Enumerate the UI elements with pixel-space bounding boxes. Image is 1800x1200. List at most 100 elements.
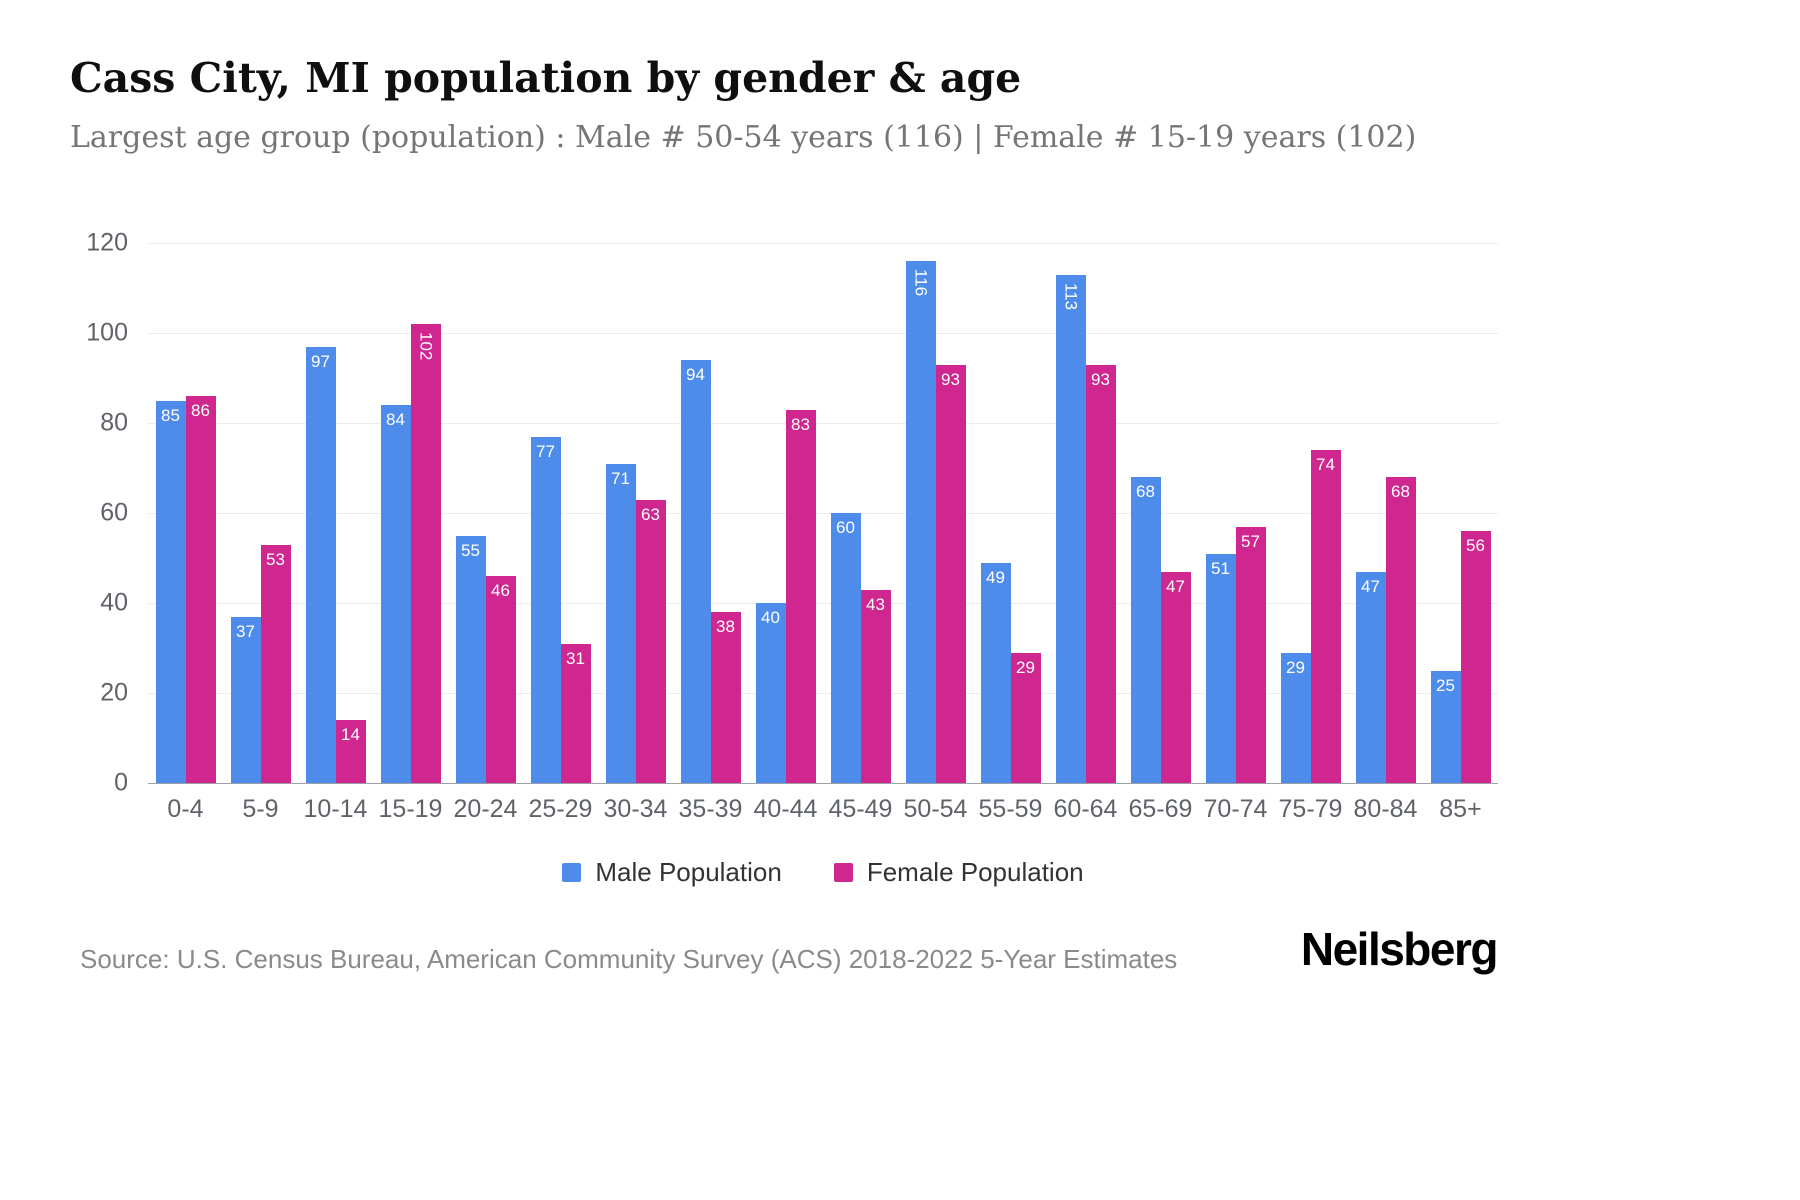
x-tick-label: 10-14 [303,795,368,823]
x-tick-label: 30-34 [603,795,668,823]
bar-female-population-55-59[interactable]: 29 [1010,652,1041,783]
bar-female-population-60-64[interactable]: 93 [1085,364,1116,783]
x-tick-label: 55-59 [978,795,1043,823]
bar-group-20-24: 55 46 [448,243,523,783]
bar-female-population-35-39[interactable]: 38 [710,612,741,783]
bar-male-population-60-64[interactable]: 113 [1055,274,1086,783]
chart-title: Cass City, MI population by gender & age [70,54,1022,102]
bar-group-5-9: 37 53 [223,243,298,783]
bar-value-label: 84 [386,410,405,429]
bar-value-label: 77 [536,441,555,461]
bar-value-label: 116 [911,269,931,297]
chart-subtitle: Largest age group (population) : Male # … [70,120,1417,155]
y-tick-label: 80 [100,408,128,437]
legend-item-female-population[interactable]: Female Population [833,857,1084,888]
bar-female-population-5-9[interactable]: 53 [260,544,291,783]
bar-female-population-10-14[interactable]: 14 [335,720,366,783]
bar-male-population-5-9[interactable]: 37 [230,616,261,783]
bar-male-population-40-44[interactable]: 40 [755,603,786,783]
legend-item-male-population[interactable]: Male Population [562,857,782,888]
x-axis-baseline [148,783,1498,784]
bar-male-population-75-79[interactable]: 29 [1280,652,1311,783]
bar-value-label: 83 [791,414,810,434]
bar-group-70-74: 51 57 [1198,243,1273,783]
bar-value-label: 29 [1286,657,1305,677]
bar-male-population-80-84[interactable]: 47 [1355,571,1386,783]
legend-swatch [562,863,582,882]
bar-male-population-20-24[interactable]: 55 [455,535,486,783]
bar-value-label: 85 [161,405,180,425]
bar-value-label: 86 [191,401,210,420]
bar-female-population-20-24[interactable]: 46 [485,576,516,783]
bar-male-population-65-69[interactable]: 68 [1130,477,1161,783]
bar-male-population-70-74[interactable]: 51 [1205,553,1236,783]
bar-value-label: 53 [266,549,285,569]
bar-value-label: 68 [1136,482,1155,501]
bar-value-label: 57 [1241,531,1260,551]
y-axis: 0 20 40 60 80 100 120 [60,229,136,797]
bar-male-population-35-39[interactable]: 94 [680,360,711,783]
bar-male-population-30-34[interactable]: 71 [605,463,636,783]
y-tick-label: 40 [100,588,128,617]
x-tick-label: 85+ [1439,795,1482,823]
gridline [148,243,1498,244]
bar-female-population-15-19[interactable]: 102 [410,324,441,783]
bar-group-85+: 25 56 [1423,243,1498,783]
bar-group-65-69: 68 47 [1123,243,1198,783]
bar-male-population-55-59[interactable]: 49 [980,562,1011,783]
bar-value-label: 51 [1211,558,1230,578]
legend-label: Male Population [595,857,782,887]
y-tick-label: 0 [114,768,128,797]
bar-male-population-45-49[interactable]: 60 [830,513,861,783]
bar-female-population-50-54[interactable]: 93 [935,364,966,783]
x-tick-label: 35-39 [678,795,743,823]
bar-value-label: 93 [1091,369,1110,389]
bar-value-label: 102 [416,332,436,361]
x-tick-label: 20-24 [453,795,518,823]
x-tick-label: 0-4 [167,795,204,823]
bar-female-population-45-49[interactable]: 43 [860,589,891,783]
bar-value-label: 40 [761,608,780,627]
legend-label: Female Population [866,857,1084,887]
bar-female-population-70-74[interactable]: 57 [1235,526,1266,783]
bar-group-15-19: 84 102 [373,243,448,783]
bar-value-label: 71 [611,468,630,488]
bar-female-population-40-44[interactable]: 83 [785,409,816,783]
x-tick-label: 80-84 [1353,795,1418,823]
bar-female-population-30-34[interactable]: 63 [635,499,666,783]
bar-female-population-80-84[interactable]: 68 [1385,477,1416,783]
bar-value-label: 46 [491,581,510,600]
bar-value-label: 31 [566,648,585,668]
x-tick-label: 50-54 [903,795,968,823]
bar-value-label: 74 [1316,455,1335,474]
bar-value-label: 29 [1016,657,1035,677]
bar-male-population-25-29[interactable]: 77 [530,436,561,783]
bar-female-population-0-4[interactable]: 86 [185,396,216,783]
bar-value-label: 60 [836,518,855,537]
bar-value-label: 68 [1391,482,1410,501]
bar-group-0-4: 85 86 [148,243,223,783]
bar-value-label: 49 [986,567,1005,587]
bar-value-label: 14 [341,725,360,744]
bar-male-population-10-14[interactable]: 97 [305,346,336,783]
bar-female-population-25-29[interactable]: 31 [560,643,591,783]
bar-female-population-85+[interactable]: 56 [1460,531,1491,783]
y-tick-label: 100 [86,318,128,347]
bar-groups: 85 86 37 53 97 14 84 102 55 46 77 31 71 63 94 38 40 83 60 4… [148,243,1498,783]
bar-value-label: 94 [686,365,705,384]
bar-male-population-85+[interactable]: 25 [1430,670,1461,783]
bar-male-population-50-54[interactable]: 116 [905,261,936,783]
y-tick-label: 120 [86,228,128,257]
bar-male-population-0-4[interactable]: 85 [155,400,186,783]
gridline [148,693,1498,694]
bar-value-label: 25 [1436,675,1455,695]
bar-female-population-75-79[interactable]: 74 [1310,450,1341,783]
bar-value-label: 97 [311,351,330,371]
x-tick-label: 70-74 [1203,795,1268,823]
bar-female-population-65-69[interactable]: 47 [1160,571,1191,783]
bar-group-10-14: 97 14 [298,243,373,783]
x-tick-label: 75-79 [1278,795,1343,823]
bar-value-label: 47 [1361,576,1380,596]
x-tick-label: 45-49 [828,795,893,823]
bar-male-population-15-19[interactable]: 84 [380,405,411,783]
